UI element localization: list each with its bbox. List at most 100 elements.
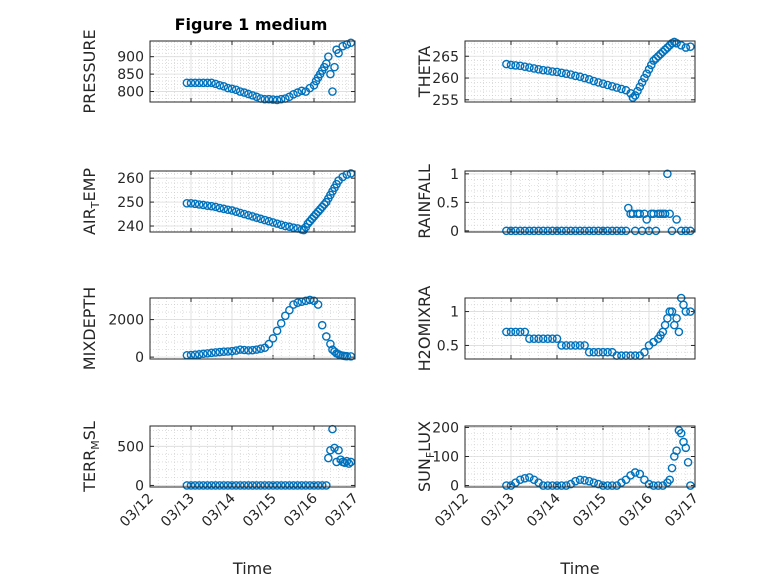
rainfall-data-point <box>665 209 675 219</box>
theta-data-point <box>511 61 520 70</box>
subplot-mixdepth: 0 2000 MIXDEPTH <box>80 287 356 370</box>
pressure-data-point <box>227 84 237 94</box>
terr-msl-data-point <box>227 481 237 490</box>
mixdepth-data-point <box>227 346 237 356</box>
mixdepth-data-point <box>313 300 323 309</box>
rainfall-ytick-label: 0 <box>450 224 459 240</box>
h2omixra-data-point <box>575 341 585 350</box>
air-temp-ylabel: AIRTEMP <box>80 168 102 235</box>
sun-flux-data-point <box>653 481 663 490</box>
h2omixra-data-point <box>681 307 691 316</box>
mixdepth-data-point <box>198 349 208 359</box>
theta-data-point <box>640 73 649 83</box>
rainfall-ytick-label: 1 <box>450 167 459 183</box>
h2omixra-data-point <box>520 327 530 337</box>
theta-data-point <box>651 54 661 63</box>
pressure-data-point <box>276 94 286 104</box>
pressure-data-point <box>190 78 200 88</box>
mixdepth-data-point <box>256 344 266 353</box>
sun-flux-xlabel: Time <box>559 559 599 578</box>
rainfall-data-point <box>686 226 695 236</box>
h2omixra-data-point <box>686 307 695 316</box>
rainfall-data-point <box>676 226 686 236</box>
terr-msl-data-point <box>344 459 354 468</box>
rainfall-data-point <box>598 226 608 236</box>
pressure-ytick-label: 850 <box>117 67 144 83</box>
terr-msl-data-point <box>244 481 253 490</box>
mixdepth-data-point <box>190 350 200 359</box>
h2omixra-data-point <box>525 334 534 343</box>
rainfall-data-point <box>552 226 562 236</box>
pressure-data-point <box>338 41 348 51</box>
sun-flux-data-point <box>635 469 645 479</box>
rainfall-data-point <box>529 226 539 236</box>
air-temp-axes-box <box>149 170 356 233</box>
h2omixra-data-point <box>502 327 511 337</box>
theta-data-point <box>561 69 571 78</box>
pressure-data-point <box>239 88 249 97</box>
sun-flux-ylabel: SUNFLUX <box>415 421 437 492</box>
mixdepth-data-point <box>252 345 261 354</box>
air-temp-data-point <box>280 221 290 231</box>
h2omixra-data-point <box>506 327 516 337</box>
terr-msl-data-point <box>186 481 196 490</box>
sun-flux-ytick-label: 100 <box>432 450 459 466</box>
pressure-data-point <box>328 87 337 96</box>
h2omixra-data-point <box>566 341 576 350</box>
terr-msl-data-point <box>340 458 350 468</box>
h2omixra-data-point <box>557 341 566 350</box>
h2omixra-ylabel: H2OMIXRA <box>415 286 434 372</box>
mixdepth-ylabel: MIXDEPTH <box>80 287 99 370</box>
theta-data-point <box>635 82 645 92</box>
theta-data-point <box>552 67 562 77</box>
air-temp-data-point <box>248 212 257 221</box>
mixdepth-data-point <box>326 339 335 349</box>
h2omixra-data-point <box>580 341 589 350</box>
mixdepth-data-point <box>321 332 331 341</box>
h2omixra-data-point <box>674 327 684 337</box>
terr-msl-data-point <box>342 456 352 466</box>
rainfall-data-point <box>575 226 585 236</box>
mixdepth-data-point <box>293 298 302 307</box>
theta-data-point <box>571 71 580 81</box>
theta-data-point <box>575 72 585 82</box>
sun-flux-data-point <box>640 475 649 485</box>
rainfall-data-point <box>543 226 553 236</box>
sun-flux-data-point <box>580 476 589 485</box>
terr-msl-xlabel: Time <box>232 559 272 578</box>
theta-data-point <box>644 65 654 74</box>
pressure-data-point <box>268 95 278 104</box>
theta-ytick-label: 260 <box>432 71 459 87</box>
sun-flux-data-point <box>589 478 599 487</box>
pressure-data-point <box>223 83 233 93</box>
rainfall-data-point <box>672 215 681 224</box>
subplot-rainfall: 0 0.5 1 RAINFALL <box>415 164 696 240</box>
mixdepth-data-point <box>244 346 253 355</box>
air-temp-ytick-label: 260 <box>117 171 144 187</box>
mixdepth-data-point <box>248 345 257 355</box>
rainfall-data-point <box>548 226 557 236</box>
mixdepth-data-point <box>342 351 352 361</box>
terr-msl-data-point <box>252 481 261 490</box>
air-temp-data-point <box>276 220 286 230</box>
theta-data-point <box>612 83 622 92</box>
theta-data-point <box>630 91 640 100</box>
terr-msl-data-point <box>194 481 204 490</box>
rainfall-data-point <box>667 226 677 236</box>
rainfall-data-point <box>515 226 525 236</box>
air-temp-data-point <box>252 213 261 222</box>
h2omixra-data-point <box>548 334 557 343</box>
sun-flux-ytick-label: 200 <box>432 420 459 436</box>
pressure-data-point <box>324 52 333 61</box>
rainfall-data-point <box>511 226 520 236</box>
mixdepth-data-point <box>285 305 294 315</box>
air-temp-data-point <box>227 206 237 215</box>
terr-msl-data-point <box>280 481 290 490</box>
theta-data-point <box>686 42 695 51</box>
sun-flux-data-point <box>575 475 585 485</box>
air-temp-data-point <box>198 200 208 210</box>
rainfall-data-point <box>635 209 645 219</box>
air-temp-data-point <box>319 200 329 209</box>
terr-msl-data-point <box>264 481 274 490</box>
